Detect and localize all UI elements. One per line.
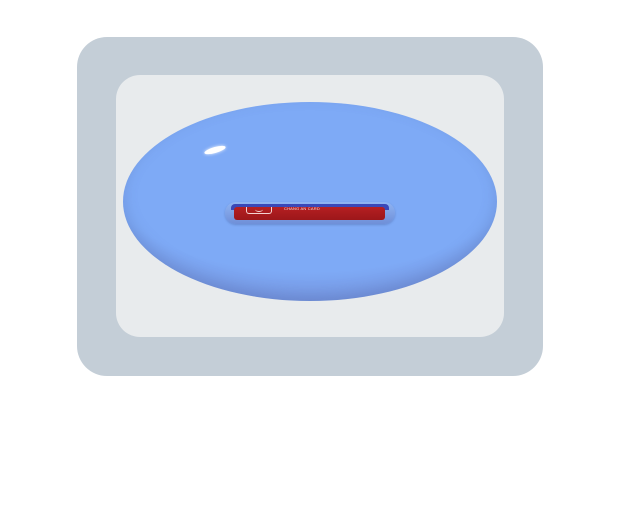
bank-card[interactable]: CHANG AN CARD xyxy=(234,206,385,220)
card-reader-dome: CHANG AN CARD xyxy=(123,102,497,301)
highlight-glint xyxy=(203,144,227,156)
card-slot[interactable]: CHANG AN CARD xyxy=(225,202,395,224)
card-label: CHANG AN CARD xyxy=(284,206,320,211)
display-panel: CHANG AN CARD xyxy=(116,75,504,337)
device-frame: CHANG AN CARD xyxy=(77,37,543,376)
bank-logo-icon xyxy=(246,207,272,214)
bank-logo-mark xyxy=(255,207,263,212)
